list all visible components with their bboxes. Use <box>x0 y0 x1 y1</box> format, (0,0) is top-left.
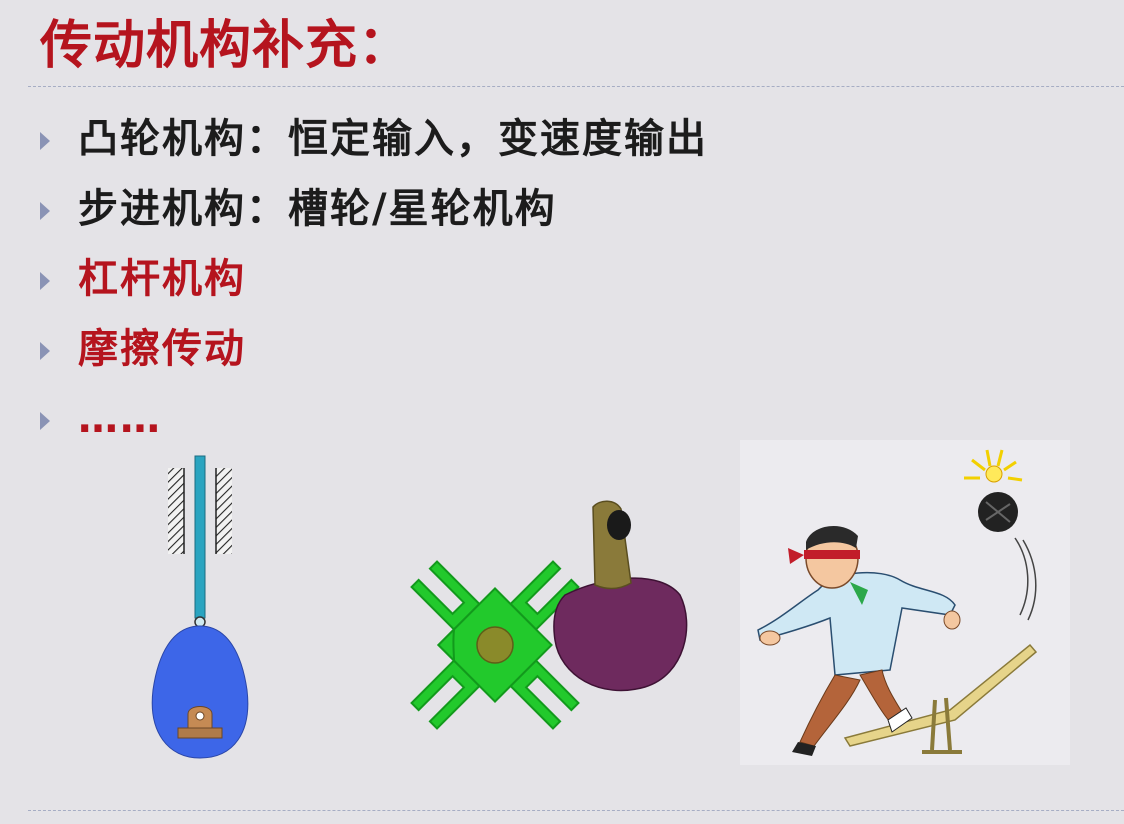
geneva-mechanism-illustration <box>410 500 688 730</box>
seesaw-board <box>843 643 1038 747</box>
top-divider <box>28 86 1124 87</box>
blindfolded-man <box>757 525 961 756</box>
triangle-bullet-icon <box>40 342 50 360</box>
bullet-text: 步进机构：槽轮/星轮机构 <box>78 186 557 232</box>
triangle-bullet-icon <box>40 132 50 150</box>
bullet-text: 凸轮机构：恒定输入，变速度输出 <box>78 116 708 162</box>
bullet-text: …… <box>78 396 162 442</box>
list-item: 凸轮机构：恒定输入，变速度输出 <box>40 104 708 174</box>
list-item: 摩擦传动 <box>40 314 708 384</box>
list-item: …… <box>40 384 708 454</box>
bottom-divider <box>28 810 1124 811</box>
guide-right <box>215 468 232 554</box>
cam <box>151 625 249 759</box>
guide-left <box>168 468 185 554</box>
triangle-bullet-icon <box>40 412 50 430</box>
lever-cartoon-illustration <box>740 440 1070 765</box>
bullet-text: 摩擦传动 <box>78 326 246 372</box>
geneva-driver-disk <box>553 577 688 692</box>
bullet-text: 杠杆机构 <box>78 256 246 302</box>
slide-title: 传动机构补充： <box>40 16 412 76</box>
bullet-list: 凸轮机构：恒定输入，变速度输出 步进机构：槽轮/星轮机构 杠杆机构 摩擦传动 …… <box>40 104 708 454</box>
cam-shaft-bearing <box>177 706 223 739</box>
follower-rod <box>194 455 206 619</box>
bomb-icon <box>964 449 1023 532</box>
list-item: 杠杆机构 <box>40 244 708 314</box>
list-item: 步进机构：槽轮/星轮机构 <box>40 174 708 244</box>
geneva-driver-pin <box>607 510 631 540</box>
geneva-wheel <box>410 560 580 730</box>
triangle-bullet-icon <box>40 272 50 290</box>
triangle-bullet-icon <box>40 202 50 220</box>
cam-follower-mechanism-illustration <box>151 455 249 759</box>
seesaw-fulcrum <box>922 697 962 754</box>
